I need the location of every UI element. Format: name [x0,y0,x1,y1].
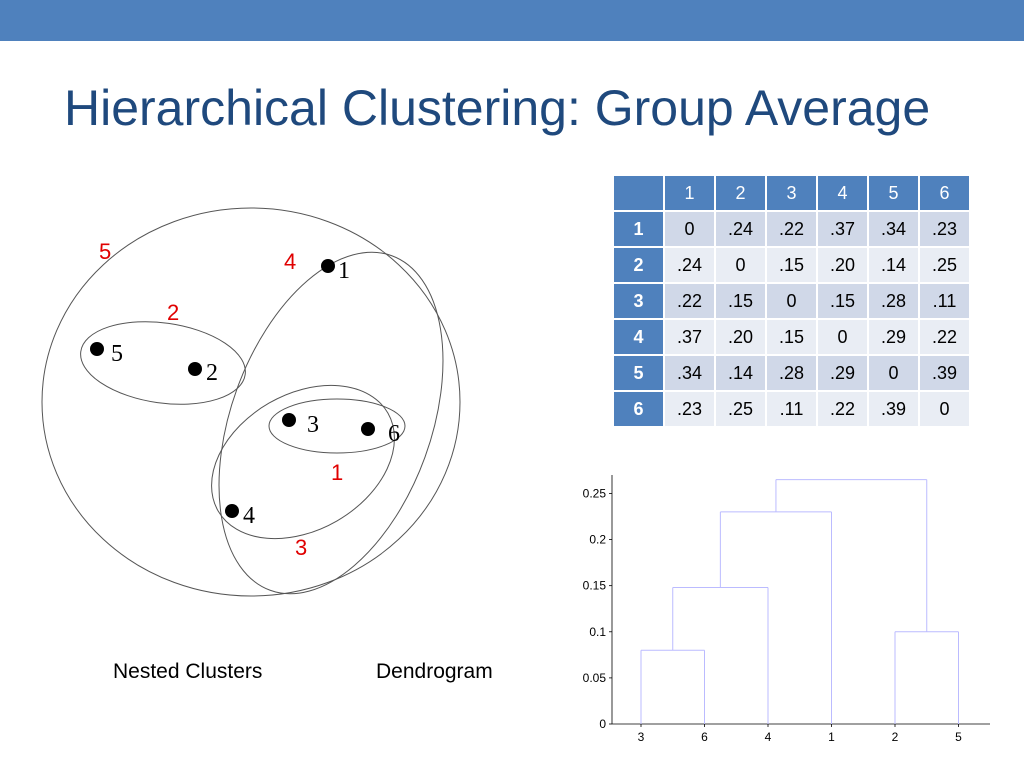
distance-matrix-table: 1 2 3 4 5 6 1 0.24.22.37.34.23 2.24 0.15.20… [612,174,971,428]
x-tick-label: 2 [892,730,899,744]
point-label-5: 5 [111,341,123,367]
table-cell: 0 [816,318,869,356]
x-tick-label: 1 [828,730,835,744]
table-cell: 0 [714,246,767,284]
table-row: 2.24 0.15.20.14.25 [612,246,971,284]
table-row: 5.34.14.28.29 0.39 [612,354,971,392]
table-cell: .29 [816,354,869,392]
table-row: 1 0.24.22.37.34.23 [612,210,971,248]
cluster-2-ellipse [80,321,246,405]
table-cell: .23 [918,210,971,248]
table-row: 6.23.25.11.22.39 0 [612,390,971,428]
table-row-header: 4 [612,318,665,356]
table-corner-cell [612,174,665,212]
table-cell: .11 [765,390,818,428]
table-cell: .28 [765,354,818,392]
table-cell: .24 [714,210,767,248]
table-cell: .34 [663,354,716,392]
y-tick-label: 0 [599,717,606,731]
x-tick-label: 4 [765,730,772,744]
table-cell: .22 [816,390,869,428]
cluster-5-ellipse [41,207,461,597]
cluster-3-ellipse [211,384,395,540]
point-label-4: 4 [243,503,255,529]
table-cell: .23 [663,390,716,428]
table-cell: .28 [867,282,920,320]
table-col-header: 3 [765,174,818,212]
table-col-header: 1 [663,174,716,212]
y-tick-label: 0.25 [583,486,607,500]
y-tick-label: 0.1 [589,625,606,639]
table-cell: .14 [714,354,767,392]
table-cell: .25 [918,246,971,284]
point-5-dot [90,342,104,356]
point-label-2: 2 [206,360,218,386]
point-1-dot [321,259,335,273]
table-cell: .15 [765,318,818,356]
table-cell: .37 [816,210,869,248]
table-col-header: 2 [714,174,767,212]
y-tick-label: 0.2 [589,533,606,547]
point-3-dot [282,413,296,427]
table-cell: .34 [867,210,920,248]
point-6-dot [361,422,375,436]
point-label-1: 1 [338,258,350,284]
table-cell: .24 [663,246,716,284]
point-label-6: 6 [388,421,400,447]
table-cell: .14 [867,246,920,284]
table-row-header: 2 [612,246,665,284]
top-accent-bar [0,0,1024,41]
cluster-1-ellipse [268,398,406,454]
slide-title: Hierarchical Clustering: Group Average [64,80,931,136]
table-row-header: 3 [612,282,665,320]
table-row-header: 1 [612,210,665,248]
table-cell: .20 [714,318,767,356]
table-row-header: 6 [612,390,665,428]
table-col-header: 5 [867,174,920,212]
table-cell: 0 [765,282,818,320]
table-cell: 0 [663,210,716,248]
table-cell: .39 [918,354,971,392]
cluster-label-2: 2 [167,300,179,325]
table-cell: .29 [867,318,920,356]
table-cell: 0 [867,354,920,392]
table-cell: .37 [663,318,716,356]
dendrogram-caption: Dendrogram [376,660,493,683]
cluster-label-1: 1 [331,460,343,485]
table-col-header: 6 [918,174,971,212]
table-cell: .15 [816,282,869,320]
table-row: 4.37.20.15 0.29.22 [612,318,971,356]
x-tick-label: 5 [955,730,962,744]
cluster-label-5: 5 [99,239,111,264]
table-cell: .11 [918,282,971,320]
x-tick-label: 3 [638,730,645,744]
x-tick-label: 6 [701,730,708,744]
table-cell: 0 [918,390,971,428]
table-cell: .39 [867,390,920,428]
table-header-row: 1 2 3 4 5 6 [612,174,971,212]
table-cell: .22 [918,318,971,356]
y-tick-label: 0.15 [583,579,607,593]
table-cell: .15 [714,282,767,320]
table-row: 3.22.15 0.15.28.11 [612,282,971,320]
y-tick-label: 0.05 [583,671,607,685]
table-cell: .22 [663,282,716,320]
cluster-label-4: 4 [284,249,296,274]
table-row-header: 5 [612,354,665,392]
point-2-dot [188,362,202,376]
table-cell: .22 [765,210,818,248]
cluster-label-3: 3 [295,535,307,560]
table-cell: .20 [816,246,869,284]
table-cell: .15 [765,246,818,284]
table-col-header: 4 [816,174,869,212]
point-label-3: 3 [307,412,319,438]
nested-clusters-caption: Nested Clusters [113,660,263,683]
point-4-dot [225,504,239,518]
table-cell: .25 [714,390,767,428]
